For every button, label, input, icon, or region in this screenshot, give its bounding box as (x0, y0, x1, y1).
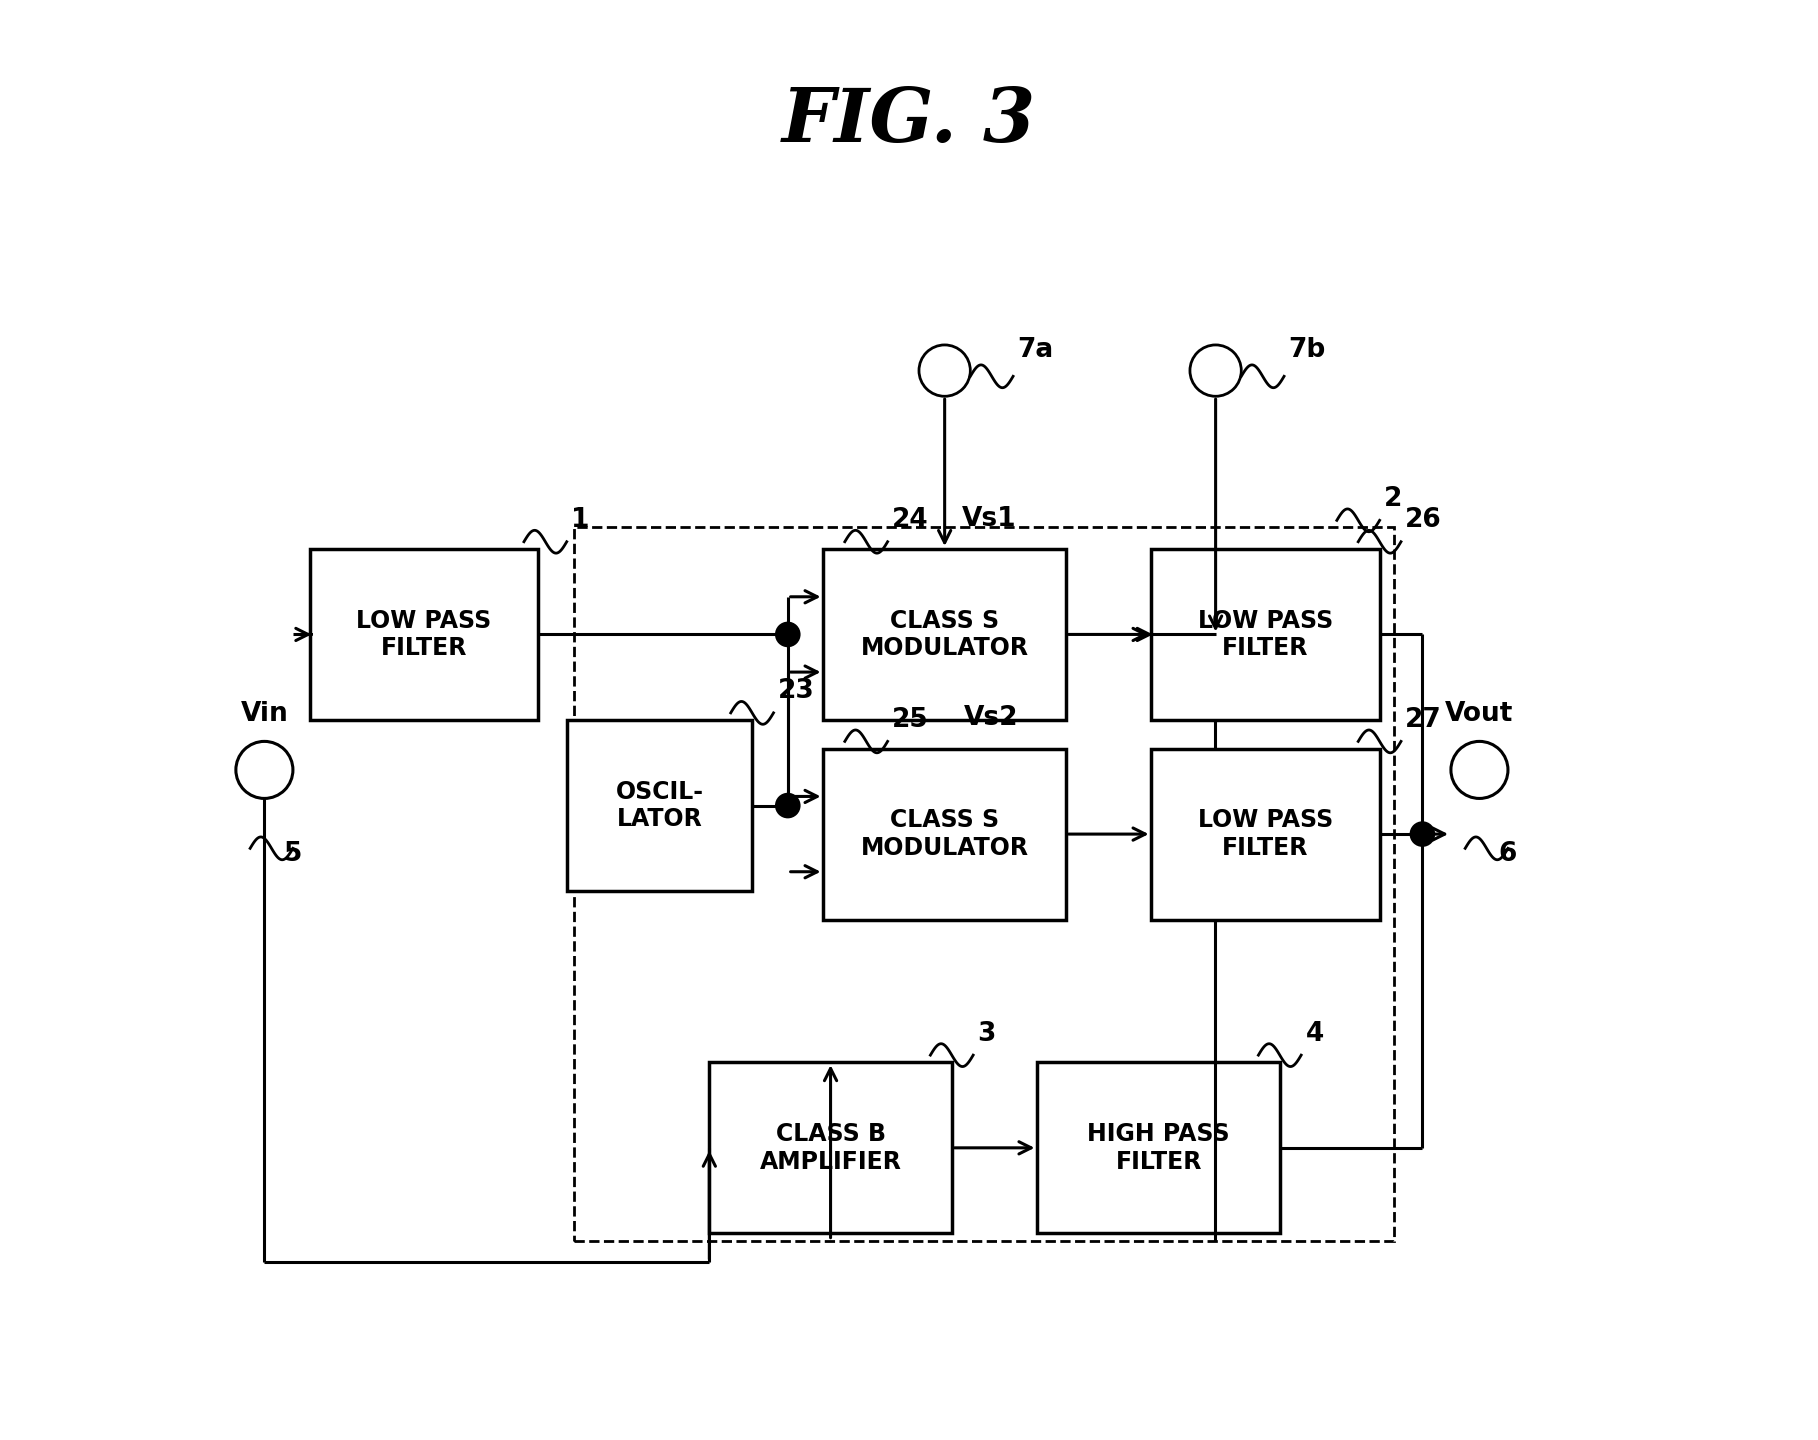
Text: HIGH PASS
FILTER: HIGH PASS FILTER (1087, 1122, 1231, 1174)
Text: 7a: 7a (1018, 337, 1054, 363)
Circle shape (1411, 822, 1434, 845)
Text: CLASS S
MODULATOR: CLASS S MODULATOR (860, 808, 1029, 860)
Text: FIG. 3: FIG. 3 (782, 85, 1036, 157)
Text: CLASS B
AMPLIFIER: CLASS B AMPLIFIER (760, 1122, 902, 1174)
Text: 3: 3 (978, 1021, 996, 1047)
Circle shape (776, 793, 800, 816)
Text: Vin: Vin (240, 701, 289, 727)
Bar (1038, 1063, 1280, 1234)
Text: 2: 2 (1383, 485, 1402, 511)
Text: 26: 26 (1405, 507, 1442, 533)
Text: 25: 25 (893, 707, 929, 733)
Text: 5: 5 (284, 841, 302, 867)
Bar (1151, 749, 1380, 920)
Text: LOW PASS
FILTER: LOW PASS FILTER (356, 609, 491, 661)
Bar (824, 549, 1065, 720)
Bar (567, 720, 753, 891)
Text: CLASS S
MODULATOR: CLASS S MODULATOR (860, 609, 1029, 661)
Text: 7b: 7b (1289, 337, 1325, 363)
Text: Vs2: Vs2 (964, 706, 1018, 732)
Bar (311, 549, 538, 720)
Bar (1151, 549, 1380, 720)
Text: 1: 1 (571, 507, 589, 533)
Text: 23: 23 (778, 678, 814, 704)
Text: Vout: Vout (1445, 701, 1514, 727)
Bar (574, 527, 1394, 1240)
Text: LOW PASS
FILTER: LOW PASS FILTER (1198, 808, 1333, 860)
Text: Vs1: Vs1 (962, 505, 1016, 531)
Text: 24: 24 (893, 507, 929, 533)
Bar (709, 1063, 953, 1234)
Text: 27: 27 (1405, 707, 1442, 733)
Circle shape (776, 624, 800, 647)
Text: 4: 4 (1305, 1021, 1324, 1047)
Text: LOW PASS
FILTER: LOW PASS FILTER (1198, 609, 1333, 661)
Bar (824, 749, 1065, 920)
Text: 6: 6 (1498, 841, 1518, 867)
Text: OSCIL-
LATOR: OSCIL- LATOR (616, 779, 704, 831)
